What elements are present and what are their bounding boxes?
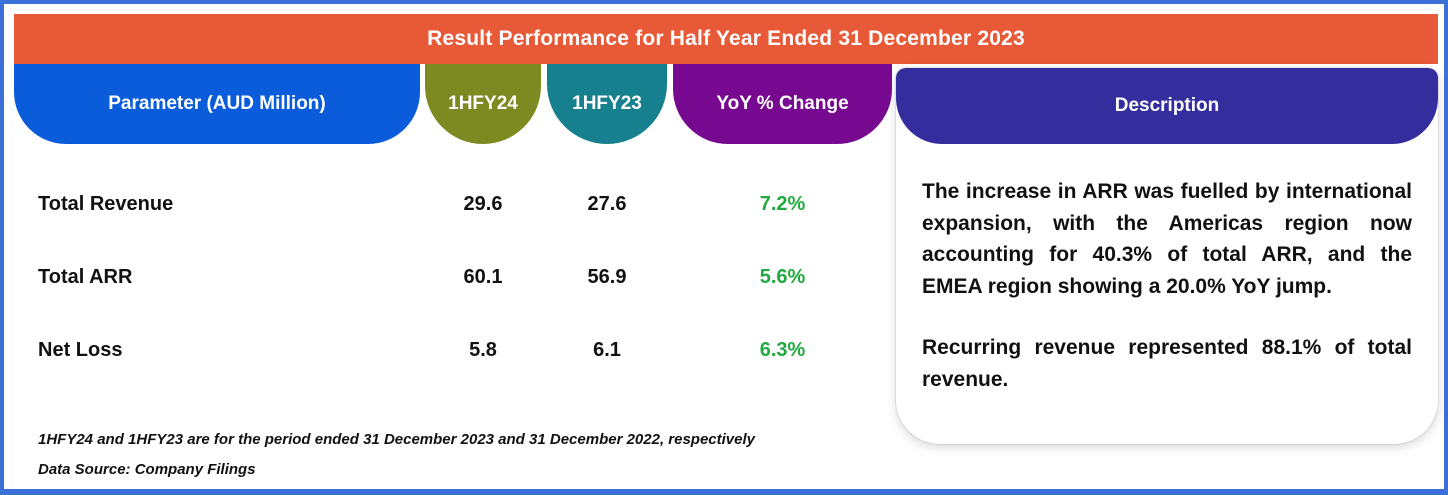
row-label: Total Revenue (38, 192, 174, 215)
value-1hfy23: 56.9 (587, 265, 627, 288)
column-header-description-label: Description (1114, 95, 1220, 116)
description-paragraph-arr: The increase in ARR was fuelled by inter… (922, 180, 1412, 298)
page-title: Result Performance for Half Year Ended 3… (427, 27, 1025, 50)
value-yoy-change: 5.6% (759, 265, 806, 288)
value-yoy-change: 7.2% (759, 192, 806, 215)
footnotes: 1HFY24 and 1HFY23 are for the period end… (38, 431, 756, 489)
infographic-canvas: Result Performance for Half Year Ended 3… (4, 4, 1444, 489)
row-label: Net Loss (38, 338, 123, 361)
column-header-1hfy24: 1HFY24 (425, 64, 541, 144)
value-1hfy23: 6.1 (593, 338, 621, 361)
value-1hfy23: 27.6 (587, 192, 627, 215)
column-header-parameter-label: Parameter (AUD Million) (108, 93, 326, 114)
table-row-total-arr: Total ARR 60.1 56.9 5.6% (14, 262, 892, 292)
value-1hfy24: 5.8 (469, 338, 497, 361)
table-row-net-loss: Net Loss 5.8 6.1 6.3% (14, 335, 892, 365)
title-banner: Result Performance for Half Year Ended 3… (14, 14, 1438, 64)
column-header-1hfy23: 1HFY23 (547, 64, 667, 144)
column-header-1hfy24-label: 1HFY24 (448, 93, 518, 114)
value-yoy-change: 6.3% (759, 338, 806, 361)
description-body: The increase in ARR was fuelled by inter… (896, 144, 1438, 395)
value-1hfy24: 60.1 (463, 265, 503, 288)
row-label: Total ARR (38, 265, 133, 288)
column-header-1hfy23-label: 1HFY23 (572, 93, 642, 114)
value-1hfy24: 29.6 (463, 192, 503, 215)
description-card: Description The increase in ARR was fuel… (896, 68, 1438, 444)
footnote-data-source: Data Source: Company Filings (38, 461, 256, 478)
column-header-yoy-change-label: YoY % Change (716, 93, 849, 114)
column-header-parameter: Parameter (AUD Million) (14, 64, 420, 144)
column-header-yoy-change: YoY % Change (673, 64, 892, 144)
description-paragraph-recurring: Recurring revenue represented 88.1% of t… (922, 336, 1412, 391)
column-header-description: Description (896, 68, 1438, 144)
table-row-total-revenue: Total Revenue 29.6 27.6 7.2% (14, 189, 892, 219)
footnote-period: 1HFY24 and 1HFY23 are for the period end… (38, 431, 756, 448)
